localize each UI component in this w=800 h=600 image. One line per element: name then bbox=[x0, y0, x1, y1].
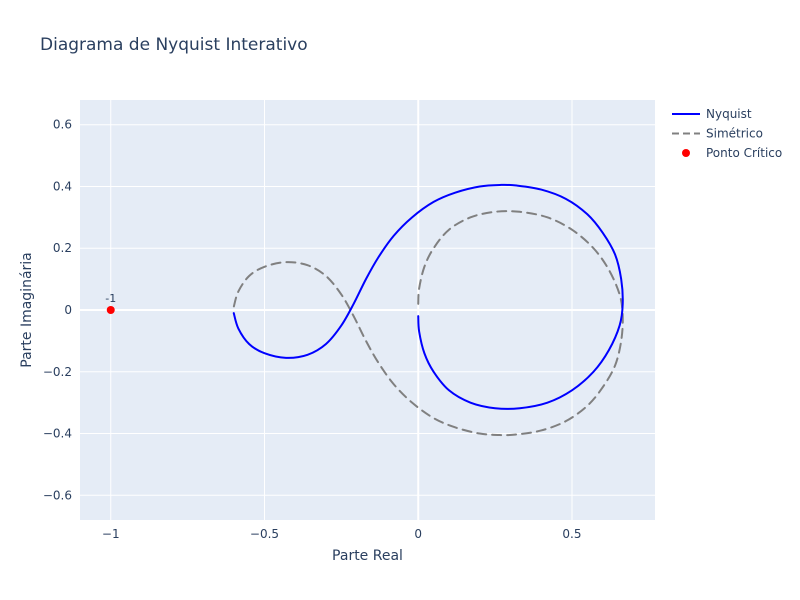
y-axis-title: Parte Imaginária bbox=[19, 252, 35, 368]
series-layer bbox=[106, 183, 624, 437]
x-tick-labels: −1 −0.5 0 0.5 bbox=[102, 527, 582, 541]
x-tick-label: −0.5 bbox=[250, 527, 279, 541]
y-tick-label: −0.6 bbox=[43, 488, 72, 502]
y-tick-label: 0.6 bbox=[53, 118, 72, 132]
legend[interactable]: Nyquist Simétrico Ponto Crítico bbox=[672, 107, 782, 160]
y-tick-label: 0.2 bbox=[53, 241, 72, 255]
chart-title: Diagrama de Nyquist Interativo bbox=[40, 35, 308, 55]
y-tick-labels: −0.6 −0.4 −0.2 0 0.2 0.4 0.6 bbox=[43, 118, 72, 503]
series-line-sim-trico[interactable] bbox=[232, 210, 624, 437]
y-tick-label: −0.2 bbox=[43, 365, 72, 379]
legend-item-sim-trico[interactable]: Simétrico bbox=[672, 127, 763, 141]
y-tick-label: 0 bbox=[64, 303, 72, 317]
legend-item-ponto-cr-tico[interactable]: Ponto Crítico bbox=[682, 146, 782, 160]
critical-point-label: -1 bbox=[105, 292, 116, 305]
legend-label: Ponto Crítico bbox=[706, 146, 782, 160]
x-tick-label: 0 bbox=[414, 527, 422, 541]
zero-lines bbox=[80, 100, 655, 520]
series-line-nyquist[interactable] bbox=[232, 183, 624, 410]
legend-item-nyquist[interactable]: Nyquist bbox=[672, 107, 752, 121]
critical-point-marker[interactable] bbox=[106, 306, 115, 314]
legend-label: Simétrico bbox=[706, 127, 763, 141]
x-tick-label: −1 bbox=[102, 527, 120, 541]
x-tick-label: 0.5 bbox=[562, 527, 581, 541]
legend-swatch bbox=[682, 149, 690, 157]
legend-label: Nyquist bbox=[706, 107, 752, 121]
y-tick-label: 0.4 bbox=[53, 179, 72, 193]
annotation-layer: -1 bbox=[105, 292, 116, 305]
y-tick-label: −0.4 bbox=[43, 427, 72, 441]
x-axis-title: Parte Real bbox=[332, 548, 403, 564]
